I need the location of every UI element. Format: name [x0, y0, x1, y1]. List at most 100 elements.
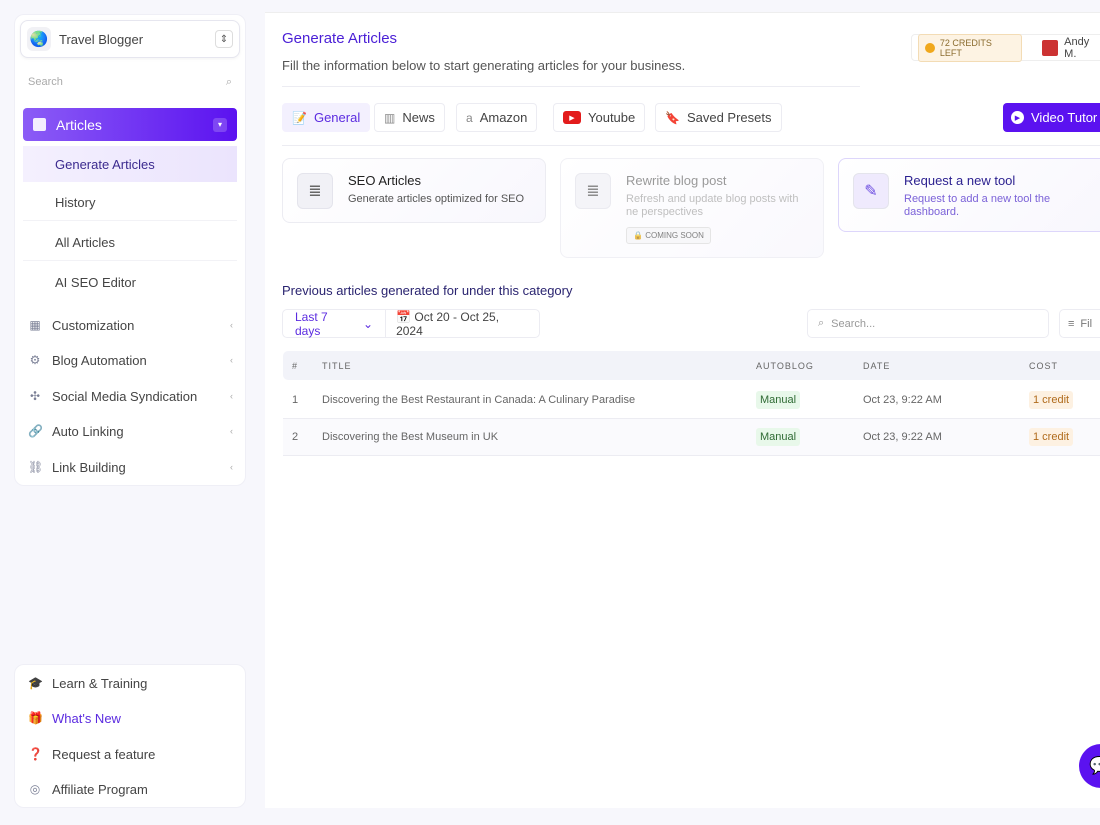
- cost-badge: 1 credit: [1029, 428, 1074, 446]
- card-desc: Request to add a new tool the dashboard.: [904, 193, 1051, 218]
- range-label: Last 7 days: [295, 309, 328, 338]
- sidebar-subitem-all-articles[interactable]: All Articles: [23, 225, 237, 261]
- card-desc: Refresh and update blog posts with ne pe…: [626, 193, 799, 218]
- sidebar-item-request-feature[interactable]: ❓ Request a feature: [28, 741, 233, 767]
- tab-general[interactable]: 📝 General: [282, 103, 371, 132]
- filter-label: Fil: [1080, 317, 1093, 330]
- range-select[interactable]: Last 7 days ⌄: [283, 309, 387, 338]
- date-range-picker[interactable]: Last 7 days ⌄ 📅 Oct 20 - Oct 25, 2024: [282, 309, 540, 338]
- link-add-icon: ⛓: [28, 460, 44, 474]
- tab-saved-presets[interactable]: 🔖 Saved Presets: [655, 103, 782, 132]
- card-title: Rewrite blog post: [626, 173, 727, 188]
- chevron-left-icon: ‹: [230, 355, 233, 365]
- column-header[interactable]: TITLE: [322, 360, 352, 371]
- play-icon: ▶: [1011, 111, 1024, 124]
- card-title: SEO Articles: [348, 173, 421, 188]
- sidebar-item-label: Learn & Training: [52, 675, 148, 691]
- sidebar-item-affiliate-program[interactable]: ◎ Affiliate Program: [28, 776, 233, 802]
- row-number: 2: [292, 431, 299, 443]
- sidebar-item-label: What's New: [52, 710, 121, 726]
- tab-amazon[interactable]: a Amazon: [456, 103, 538, 132]
- coming-soon-badge: 🔒 COMING SOON: [626, 227, 711, 244]
- chevron-down-icon: ⌄: [363, 316, 374, 331]
- search-placeholder: Search...: [831, 317, 876, 330]
- link-icon: 🔗: [28, 424, 43, 438]
- filter-icon: ≡: [1068, 317, 1075, 330]
- autoblog-badge: Manual: [756, 428, 801, 446]
- row-date: Oct 23, 9:22 AM: [863, 394, 942, 406]
- previous-articles-heading: Previous articles generated for under th…: [282, 283, 573, 298]
- search-icon: ⌕: [225, 75, 232, 88]
- table-header: # TITLE AUTOBLOG DATE COST: [283, 351, 1100, 380]
- document-icon: ≣: [575, 173, 611, 209]
- question-icon: ❓: [28, 747, 43, 761]
- sidebar-item-auto-linking[interactable]: 🔗 Auto Linking ‹: [28, 418, 233, 444]
- sidebar-item-social-media-syndication[interactable]: ✣ Social Media Syndication ‹: [28, 383, 233, 409]
- sidebar-item-whats-new[interactable]: 🎁 What's New: [28, 705, 233, 731]
- sidebar-subitem-history[interactable]: History: [23, 185, 237, 221]
- page-title: Generate Articles: [282, 30, 398, 47]
- row-title[interactable]: Discovering the Best Restaurant in Canad…: [322, 394, 636, 406]
- amazon-icon: a: [466, 110, 473, 125]
- sidebar-search[interactable]: Search ⌕: [20, 68, 240, 96]
- card-request-new-tool[interactable]: ✎ Request a new tool Request to add a new…: [838, 158, 1100, 232]
- sidebar-subitem-ai-seo-editor[interactable]: AI SEO Editor: [55, 274, 136, 290]
- video-tutorial-button[interactable]: ▶ Video Tutor: [1003, 103, 1100, 132]
- card-title: Request a new tool: [904, 173, 1016, 188]
- credits-badge[interactable]: 72 CREDITS LEFT: [918, 33, 1023, 62]
- sidebar-item-learn-training[interactable]: 🎓 Learn & Training: [28, 670, 233, 696]
- divider: [282, 86, 860, 87]
- column-header: #: [292, 360, 299, 371]
- chevron-left-icon: ‹: [230, 320, 233, 330]
- bookmark-icon: 🔖: [665, 110, 680, 125]
- chat-support-button[interactable]: 💬: [1079, 744, 1100, 788]
- main-panel: [265, 12, 1100, 808]
- gears-icon: ⚙: [29, 353, 41, 367]
- card-seo-articles[interactable]: ≣ SEO Articles Generate articles optimize…: [282, 158, 546, 223]
- globe-icon: 🌏: [27, 27, 51, 51]
- table-row[interactable]: 2 Discovering the Best Museum in UK Manu…: [283, 419, 1100, 456]
- table-row[interactable]: 1 Discovering the Best Restaurant in Can…: [283, 382, 1100, 419]
- tab-youtube[interactable]: ▶ Youtube: [553, 103, 646, 132]
- sidebar-search-placeholder: Search: [28, 76, 63, 88]
- document-icon: ≣: [297, 173, 333, 209]
- tab-label: News: [402, 110, 435, 125]
- newspaper-icon: ▥: [384, 110, 396, 125]
- sidebar-subitem-generate-articles[interactable]: Generate Articles: [23, 146, 237, 182]
- document-edit-icon: ✎: [853, 173, 889, 209]
- row-title[interactable]: Discovering the Best Museum in UK: [322, 431, 499, 443]
- chevron-left-icon: ‹: [230, 426, 233, 436]
- account-bar: 72 CREDITS LEFT Andy M.: [911, 33, 1100, 62]
- column-header[interactable]: COST: [1029, 360, 1059, 371]
- table-search-input[interactable]: ⌕ Search...: [807, 309, 1049, 338]
- column-header[interactable]: DATE: [863, 360, 891, 371]
- workspace-switcher[interactable]: 🌏 Travel Blogger ⇕: [20, 20, 240, 58]
- badge-text: COMING SOON: [645, 231, 704, 240]
- cost-badge: 1 credit: [1029, 391, 1074, 409]
- chevron-left-icon: ‹: [230, 462, 233, 472]
- document-icon: [33, 118, 46, 131]
- chevron-up-down-icon[interactable]: ⇕: [215, 30, 233, 48]
- graduation-cap-icon: 🎓: [28, 676, 43, 690]
- sidebar-item-label: Request a feature: [52, 746, 156, 762]
- sidebar-item-label: Blog Automation: [52, 352, 147, 368]
- date-range[interactable]: 📅 Oct 20 - Oct 25, 2024: [386, 310, 539, 338]
- column-header[interactable]: AUTOBLOG: [756, 360, 814, 371]
- tab-label: Amazon: [479, 110, 528, 125]
- sidebar-item-label: Customization: [52, 317, 135, 333]
- sidebar-item-articles[interactable]: Articles ▾: [23, 108, 237, 141]
- video-button-label: Video Tutor: [1031, 110, 1098, 125]
- document-edit-icon: 📝: [292, 110, 307, 125]
- grid-icon: ▦: [29, 318, 41, 332]
- user-name[interactable]: Andy M.: [1064, 35, 1090, 60]
- divider: [282, 145, 1100, 146]
- tab-news[interactable]: ▥ News: [374, 103, 445, 132]
- sidebar-item-link-building[interactable]: ⛓ Link Building ‹: [28, 454, 233, 480]
- chevron-down-icon[interactable]: ▾: [213, 117, 227, 132]
- sidebar-item-blog-automation[interactable]: ⚙ Blog Automation ‹: [28, 347, 233, 373]
- tab-label: Youtube: [588, 110, 636, 125]
- filter-button[interactable]: ≡ Fil: [1059, 309, 1100, 338]
- affiliate-icon: ◎: [29, 782, 41, 796]
- sidebar-item-customization[interactable]: ▦ Customization ‹: [28, 312, 233, 338]
- avatar[interactable]: [1042, 39, 1059, 56]
